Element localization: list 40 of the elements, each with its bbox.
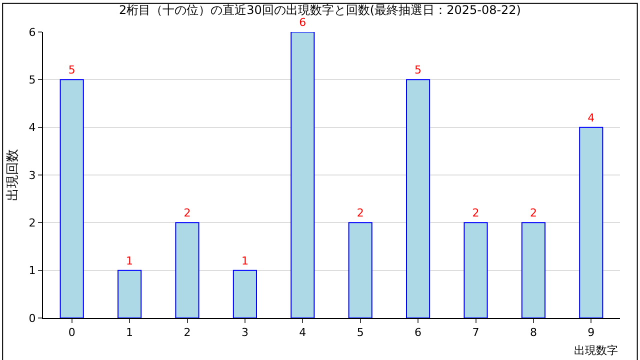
x-tick-label: 9 bbox=[588, 326, 595, 340]
x-tick-label: 8 bbox=[530, 326, 537, 340]
data-label: 5 bbox=[68, 64, 76, 77]
y-tick-label: 1 bbox=[28, 264, 36, 278]
y-tick-label: 5 bbox=[28, 74, 36, 87]
x-tick-label: 4 bbox=[299, 326, 306, 340]
bar bbox=[348, 222, 372, 318]
y-tick-label: 0 bbox=[28, 312, 36, 325]
x-tick-label: 0 bbox=[68, 326, 76, 340]
bar bbox=[290, 32, 315, 318]
x-tick-label: 3 bbox=[241, 326, 248, 340]
x-tick-label: 1 bbox=[126, 326, 134, 340]
x-tick-label: 5 bbox=[356, 326, 364, 340]
y-tick-label: 6 bbox=[28, 26, 36, 39]
bar bbox=[406, 79, 430, 318]
bar bbox=[579, 126, 604, 318]
data-label: 2 bbox=[184, 206, 191, 220]
data-label: 2 bbox=[530, 206, 537, 220]
bar bbox=[232, 270, 257, 318]
data-label: 2 bbox=[472, 206, 480, 220]
y-tick-label: 2 bbox=[28, 216, 36, 230]
y-axis-title: 出現回数 bbox=[6, 149, 21, 201]
x-axis-title: 出現数字 bbox=[574, 344, 618, 357]
y-tick-label: 3 bbox=[28, 168, 36, 182]
x-tick-label: 2 bbox=[184, 326, 191, 340]
bar bbox=[464, 222, 488, 318]
bar bbox=[521, 222, 546, 318]
data-label: 2 bbox=[356, 206, 364, 220]
bar bbox=[175, 222, 200, 318]
data-label: 6 bbox=[299, 16, 306, 29]
data-label: 5 bbox=[414, 64, 422, 77]
chart-title: 2桁目（十の位）の直近30回の出現数字と回数(最終抽選日：2025-08-22) bbox=[118, 2, 522, 17]
bar bbox=[60, 79, 84, 318]
y-tick-label: 4 bbox=[28, 121, 36, 134]
x-tick-label: 6 bbox=[414, 326, 422, 340]
bar bbox=[118, 270, 142, 318]
x-tick-label: 7 bbox=[472, 326, 480, 340]
data-label: 1 bbox=[241, 254, 248, 268]
data-label: 1 bbox=[126, 254, 134, 268]
data-label: 4 bbox=[588, 111, 595, 124]
